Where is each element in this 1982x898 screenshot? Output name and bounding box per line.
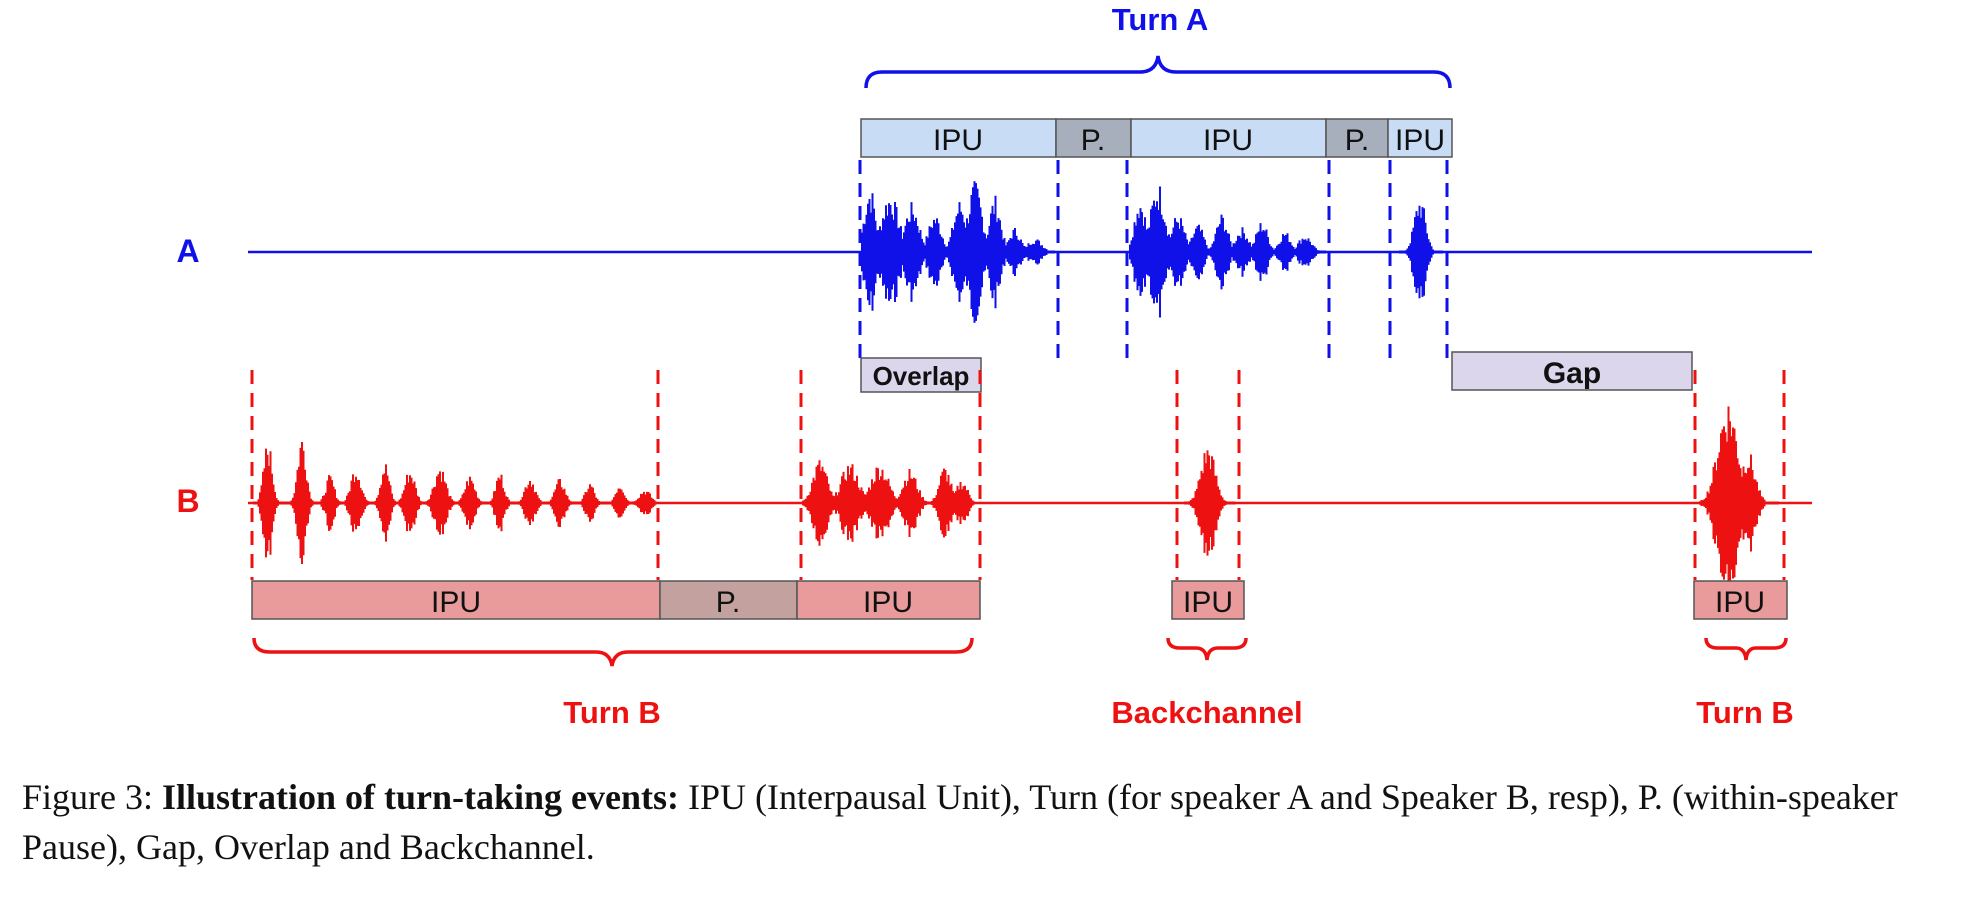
speaker-b-waveform-3 [1184,450,1236,556]
pause-a-label-2: P. [1345,124,1369,157]
speaker-b-label: B [176,483,199,519]
speaker-b-segments: IPU P. IPU IPU IPU [251,580,1788,620]
figure-caption: Figure 3: Illustration of turn-taking ev… [22,772,1962,872]
backchannel-brace [1166,637,1248,661]
speaker-a-label: A [176,233,199,269]
ipu-b-box-2 [796,580,981,620]
gap-label: Gap [1543,357,1601,390]
speaker-a-segments: IPU P. IPU P. IPU [860,118,1453,158]
overlap-label: Overlap [873,361,970,391]
caption-rest: IPU (Interpausal Unit), Turn (for speake… [22,777,1898,867]
caption-bold: Illustration of turn-taking events: [162,777,680,817]
speaker-a-waveform-1 [861,181,1055,323]
speaker-b-waveform-4 [1699,406,1779,600]
turn-b-left-label: Turn B [563,695,661,730]
speaker-b-waveforms [253,406,1779,600]
speaker-a-waveform-2 [1129,186,1326,318]
gap-box [1451,351,1693,391]
speaker-a-waveforms [861,181,1443,323]
speaker-a-boundaries [858,160,1449,364]
caption-prefix: Figure 3: [22,777,162,817]
ipu-b-label-2: IPU [863,586,913,619]
ipu-b-box-4 [1693,580,1788,620]
ipu-b-label-3: IPU [1183,586,1233,619]
ipu-a-box-3 [1387,118,1453,158]
speaker-a-waveform-3 [1399,205,1443,299]
ipu-b-label-4: IPU [1715,586,1765,619]
turn-b-right-label: Turn B [1696,695,1794,730]
speaker-b-waveform-2 [802,460,975,546]
pause-a-box-1 [1055,118,1132,158]
ipu-a-label-3: IPU [1395,124,1445,157]
turn-taking-diagram: A IPU P. IPU P. IPU Turn A Overlap Gap B [176,2,1812,730]
turn-b-brace-left [252,637,974,667]
speaker-b-boundaries [250,370,1786,580]
ipu-b-label-1: IPU [431,586,481,619]
backchannel-label: Backchannel [1111,695,1302,730]
overlap-box [860,357,982,393]
ipu-b-box-1 [251,580,661,620]
pause-b-label-1: P. [716,586,740,619]
ipu-a-label-1: IPU [933,124,983,157]
speaker-b-waveform-1 [253,442,657,564]
pause-a-box-2 [1325,118,1389,158]
turn-a-brace [864,55,1452,89]
turn-b-brace-right [1704,637,1788,661]
pause-b-box-1 [659,580,798,620]
turn-a-label: Turn A [1112,2,1208,37]
ipu-a-label-2: IPU [1203,124,1253,157]
ipu-a-box-2 [1130,118,1327,158]
ipu-b-box-3 [1171,580,1245,620]
pause-a-label-1: P. [1081,124,1105,157]
